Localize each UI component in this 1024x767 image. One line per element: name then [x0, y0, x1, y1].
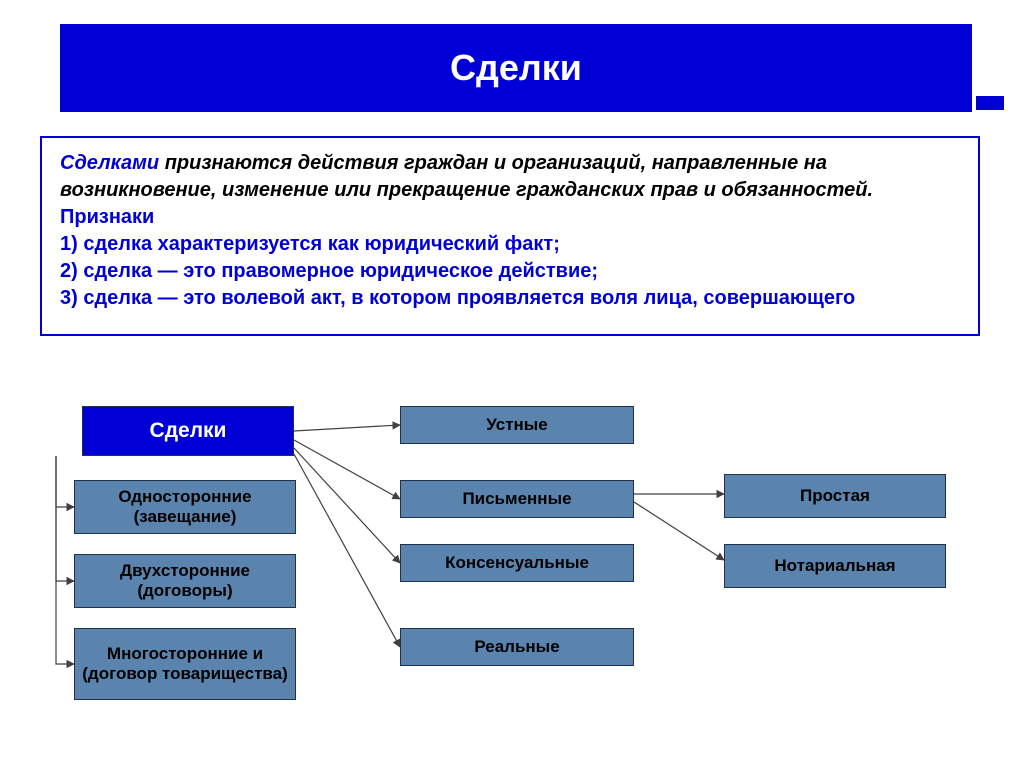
diagram-node-m2: Письменные [400, 480, 634, 518]
definition-box: Сделками признаются действия граждан и о… [40, 136, 980, 336]
definition-line1: Сделками признаются действия граждан и о… [60, 150, 960, 204]
diagram-node-r2: Нотариальная [724, 544, 946, 588]
definition-body: признаются действия граждан и организаци… [60, 152, 873, 201]
title-accent [976, 96, 1004, 110]
definition-item-1: 1) сделка характеризуется как юридически… [60, 231, 960, 258]
slide-title-bar: Сделки [60, 24, 972, 112]
diagram-node-n2: Двухсторонние (договоры) [74, 554, 296, 608]
diagram-node-r1: Простая [724, 474, 946, 518]
diagram-node-n1: Односторонние (завещание) [74, 480, 296, 534]
diagram-node-m1: Устные [400, 406, 634, 444]
diagram-node-m3: Консенсуальные [400, 544, 634, 582]
slide-title: Сделки [60, 47, 972, 89]
definition-item-2: 2) сделка — это правомерное юридическое … [60, 258, 960, 285]
definition-item-3: 3) сделка — это волевой акт, в котором п… [60, 285, 960, 312]
diagram-node-n3: Многосторонние и (договор товарищества) [74, 628, 296, 700]
definition-heading: Признаки [60, 204, 960, 231]
definition-lead: Сделками [60, 152, 165, 174]
diagram-node-root: Сделки [82, 406, 294, 456]
diagram-node-m4: Реальные [400, 628, 634, 666]
